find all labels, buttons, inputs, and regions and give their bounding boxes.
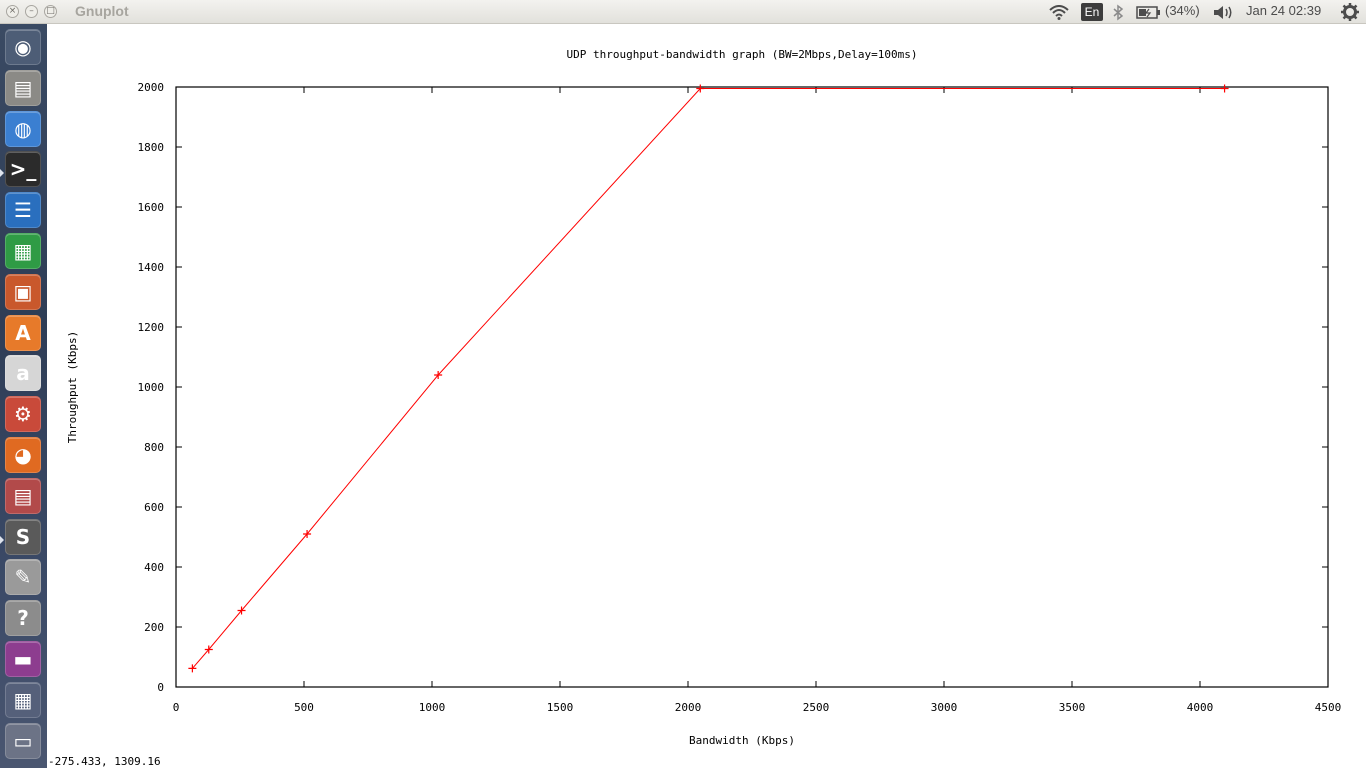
x-tick-label: 0 [173,701,180,714]
x-tick-label: 500 [294,701,314,714]
x-tick-label: 1500 [547,701,574,714]
data-point [237,606,246,615]
x-tick-label: 1000 [419,701,446,714]
launcher-files-icon[interactable]: ▤ [5,69,41,106]
launcher-writer-icon[interactable]: ☰ [5,192,41,229]
maximize-button[interactable]: □ [44,5,57,18]
data-point [188,664,197,673]
y-tick-label: 0 [157,681,164,694]
volume-icon[interactable] [1213,5,1234,20]
launcher-system-settings-icon[interactable]: ⚙ [5,396,41,433]
chart-title: UDP throughput-bandwidth graph (BW=2Mbps… [567,48,918,61]
launcher-impress-icon[interactable]: ▣ [5,273,41,310]
wifi-icon[interactable] [1049,5,1069,20]
launcher-chrome-icon[interactable]: ◍ [5,110,41,147]
y-tick-label: 2000 [138,81,165,94]
clock[interactable]: Jan 24 02:39 [1246,3,1322,18]
x-tick-label: 3500 [1059,701,1086,714]
launcher-firefox-icon[interactable]: ◕ [5,437,41,473]
launcher-archive-icon[interactable]: ▤ [5,477,41,514]
launcher-dash-home-icon[interactable]: ◉ [5,29,41,65]
top-panel: × – □ Gnuplot En (34%) Jan 24 02:39 [0,0,1366,24]
gear-icon[interactable] [1341,3,1359,21]
y-tick-label: 800 [144,441,164,454]
battery-percentage: (34%) [1165,3,1200,18]
data-point [1220,84,1229,93]
keyboard-layout-indicator[interactable]: En [1081,3,1103,21]
x-tick-label: 4500 [1315,701,1342,714]
y-tick-label: 1800 [138,141,165,154]
launcher-workspace-icon[interactable]: ▬ [5,641,41,677]
x-tick-label: 2500 [803,701,830,714]
launcher-help-icon[interactable]: ? [5,600,41,637]
x-axis-label: Bandwidth (Kbps) [689,734,795,747]
launcher-terminal-icon[interactable]: >_ [5,151,41,188]
launcher-workspace-switcher-icon[interactable]: ▦ [5,681,41,718]
x-tick-label: 4000 [1187,701,1214,714]
launcher-text-editor-icon[interactable]: ✎ [5,559,41,596]
cursor-coordinates: -275.433, 1309.16 [48,755,161,768]
launcher-amazon-icon[interactable]: a [5,355,41,392]
x-tick-label: 3000 [931,701,958,714]
y-tick-label: 600 [144,501,164,514]
launcher-calc-icon[interactable]: ▦ [5,233,41,269]
data-point [204,645,213,654]
data-point [696,84,705,93]
minimize-button[interactable]: – [25,5,38,18]
x-tick-label: 2000 [675,701,702,714]
close-button[interactable]: × [6,5,19,18]
y-tick-label: 1000 [138,381,165,394]
data-point [303,530,312,538]
launcher-trash-icon[interactable]: ▭ [5,722,41,759]
series-line [192,88,1225,669]
battery-icon[interactable] [1136,6,1161,19]
running-indicator [0,536,4,544]
y-tick-label: 1600 [138,201,165,214]
running-indicator [0,169,4,177]
launcher-sublime-text-icon[interactable]: S [5,518,41,555]
bluetooth-icon[interactable] [1112,4,1124,21]
launcher-software-center-icon[interactable]: A [5,314,41,351]
y-tick-label: 200 [144,621,164,634]
y-tick-label: 1400 [138,261,165,274]
y-tick-label: 400 [144,561,164,574]
window-title: Gnuplot [75,3,129,19]
y-tick-label: 1200 [138,321,165,334]
data-point [434,371,443,379]
y-axis-label: Throughput (Kbps) [66,331,79,444]
plot-border [175,86,1329,688]
plot-canvas[interactable]: 0 500 1000 1500 2000 2500 3000 3500 4000 4500 0 200… [47,24,1366,755]
